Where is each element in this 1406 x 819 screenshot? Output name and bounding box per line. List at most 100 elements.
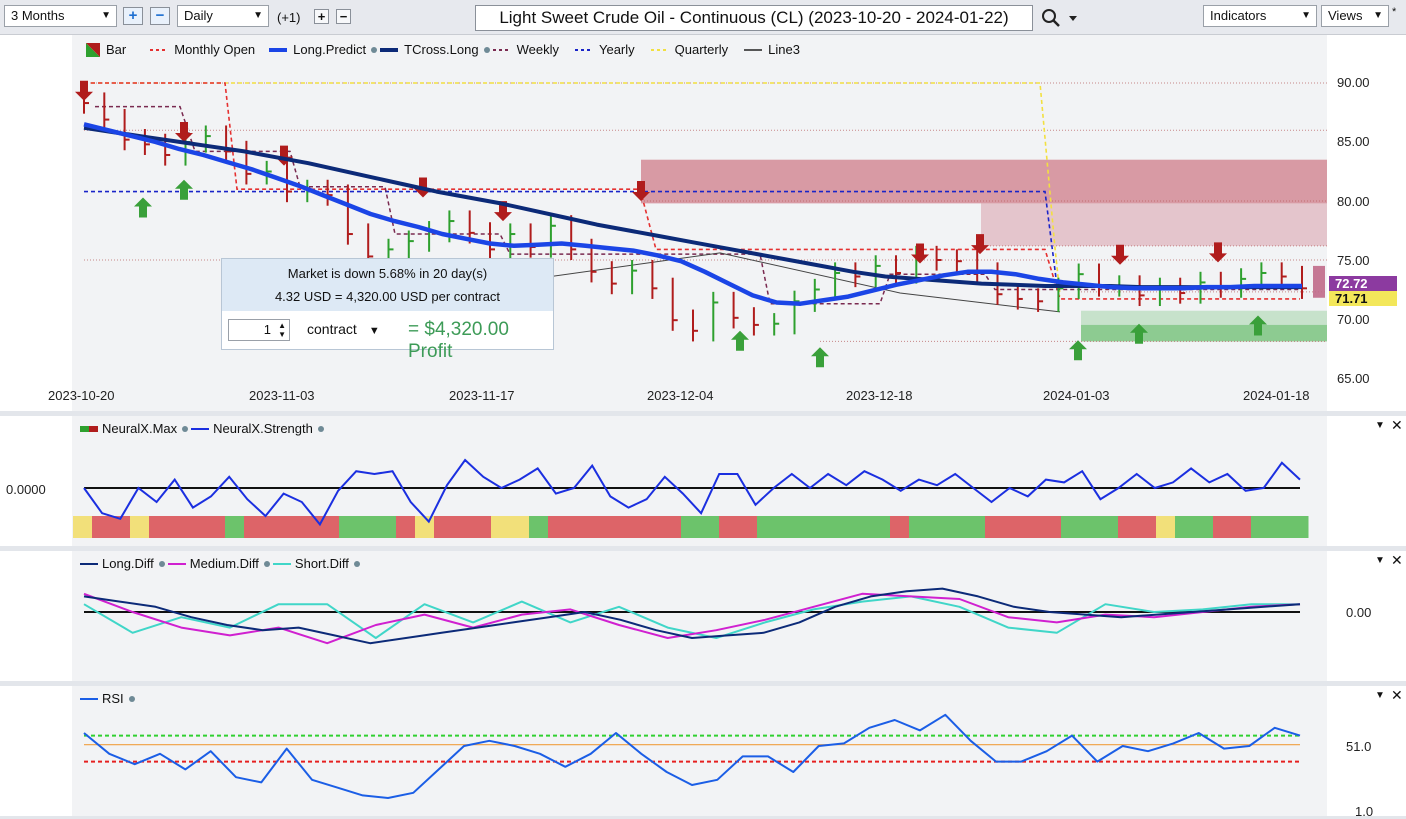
legend-label: NeuralX.Max	[102, 421, 178, 436]
legend-label: Long.Diff	[102, 556, 154, 571]
legend-label: Quarterly	[674, 42, 729, 57]
tooltip-summary: Market is down 5.68% in 20 day(s)	[287, 266, 488, 281]
search-icon[interactable]	[1040, 8, 1080, 28]
legend-label: Yearly	[598, 42, 635, 57]
legend-label: Long.Predict	[293, 42, 367, 57]
bar-legend-icon	[80, 425, 98, 432]
tooltip-calc-row: 1 ▲ ▼ contract ▼ = $4,320.00 Profit	[222, 311, 553, 362]
y-tick: 80.00	[1337, 194, 1370, 209]
x-tick: 2023-12-18	[846, 388, 913, 403]
close-icon[interactable]: ✕	[1391, 687, 1403, 703]
y-tick: 90.00	[1337, 75, 1370, 90]
x-tick: 2024-01-03	[1043, 388, 1110, 403]
close-icon[interactable]: ✕	[1391, 552, 1403, 568]
legend-swatch-icon	[150, 45, 169, 55]
price-tag-upper: 72.72	[1329, 276, 1397, 291]
views-label: Views	[1328, 8, 1363, 23]
toolbar: 3 Months ▼ + − Daily ▼ (+1) + − Light Swee…	[0, 0, 1406, 35]
chevron-down-icon: ▼	[368, 325, 380, 337]
x-tick: 2023-11-03	[249, 388, 315, 403]
legend-label: Line3	[768, 42, 800, 57]
stepper-arrows-icon[interactable]: ▲ ▼	[278, 321, 286, 339]
y-tick: 85.00	[1337, 134, 1370, 149]
legend-settings-dot[interactable]	[158, 560, 165, 567]
interval-label: Daily	[184, 8, 213, 23]
y-tick: 70.00	[1337, 312, 1370, 327]
indicators-dropdown[interactable]: Indicators ▼	[1203, 5, 1317, 27]
indicators-label: Indicators	[1210, 8, 1267, 23]
rsi-legend: RSI	[80, 691, 138, 706]
rsi-plot-frame	[72, 686, 1327, 816]
legend-settings-dot[interactable]	[483, 46, 490, 53]
legend-label: Medium.Diff	[189, 556, 259, 571]
offset-label: (+1)	[277, 10, 301, 25]
zoom-out-button[interactable]: −	[150, 7, 170, 25]
panel-menu-icon[interactable]: ▼	[1375, 555, 1385, 566]
legend-label: Monthly Open	[174, 42, 256, 57]
legend-settings-dot[interactable]	[317, 425, 324, 432]
legend-settings-dot[interactable]	[263, 560, 270, 567]
legend-settings-dot[interactable]	[182, 425, 189, 432]
y-tick: 0.00	[1346, 605, 1372, 620]
tooltip-detail: 4.32 USD = 4,320.00 USD per contract	[274, 289, 501, 304]
chevron-down-icon: ▼	[1373, 10, 1383, 21]
y-tick: 51.0	[1346, 739, 1372, 754]
x-tick: 2023-10-20	[48, 388, 115, 403]
diff-panel: 0.00 Long.Diff Medium.Diff Short.Diff ▼ …	[0, 551, 1406, 681]
chevron-down-icon: ▼	[253, 10, 263, 21]
offset-minus-button[interactable]: −	[336, 9, 351, 24]
y-tick: 1.0	[1355, 804, 1374, 819]
neuralx-legend: NeuralX.Max NeuralX.Strength	[80, 421, 327, 436]
price-plot-frame	[72, 35, 1327, 411]
profit-value: = $4,320.00 Profit	[408, 319, 509, 362]
interval-dropdown[interactable]: Daily ▼	[177, 5, 269, 27]
offset-plus-button[interactable]: +	[314, 9, 329, 24]
price-tag-lower: 71.71	[1329, 291, 1397, 306]
chevron-down-icon: ▼	[101, 10, 111, 21]
rsi-panel: 51.0 1.0 RSI ▼ ✕	[0, 686, 1406, 819]
y-tick: 65.00	[1337, 371, 1370, 386]
y-tick: 0.0000	[6, 482, 46, 497]
close-icon[interactable]: ✕	[1391, 417, 1403, 433]
legend-swatch-icon	[380, 45, 399, 55]
contract-quantity-stepper[interactable]: 1 ▲ ▼	[228, 319, 290, 341]
legend-label: NeuralX.Strength	[213, 421, 313, 436]
quantity-value: 1	[263, 322, 271, 337]
price-panel: Bar Monthly Open Long.Predict TCross.Long We…	[0, 35, 1406, 411]
x-tick: 2023-12-04	[647, 388, 714, 403]
symbol-title[interactable]: Light Sweet Crude Oil - Continuous (CL) …	[475, 5, 1033, 31]
legend-settings-dot[interactable]	[353, 560, 360, 567]
legend-swatch-icon	[574, 45, 593, 55]
legend-label: Weekly	[516, 42, 559, 57]
line-legend-icon	[272, 562, 291, 565]
zoom-in-button[interactable]: +	[123, 7, 143, 25]
unit-label: contract	[307, 321, 357, 337]
views-dropdown[interactable]: Views ▼	[1321, 5, 1389, 27]
panel-menu-icon[interactable]: ▼	[1375, 690, 1385, 701]
diff-legend: Long.Diff Medium.Diff Short.Diff	[80, 556, 363, 571]
legend-settings-dot[interactable]	[371, 46, 378, 53]
legend-settings-dot[interactable]	[128, 695, 135, 702]
line-legend-icon	[191, 427, 210, 430]
legend-label: Short.Diff	[294, 556, 349, 571]
line-legend-icon	[167, 562, 186, 565]
legend-label: Bar	[106, 42, 127, 57]
neuralx-panel: 0.0000 NeuralX.Max NeuralX.Strength ▼ ✕	[0, 416, 1406, 546]
legend-label: TCross.Long	[404, 42, 479, 57]
pin-icon[interactable]: *	[1392, 6, 1397, 18]
legend-swatch-icon	[492, 45, 511, 55]
range-label: 3 Months	[11, 8, 65, 23]
profit-tooltip: Market is down 5.68% in 20 day(s) 4.32 U…	[221, 258, 554, 362]
legend-swatch-icon	[744, 45, 763, 55]
panel-menu-icon[interactable]: ▼	[1375, 420, 1385, 431]
legend-swatch-icon	[269, 45, 288, 55]
legend-swatch-icon	[86, 42, 100, 57]
line-legend-icon	[80, 562, 98, 565]
legend-swatch-icon	[650, 45, 669, 55]
contract-unit-dropdown[interactable]: contract ▼	[307, 321, 380, 337]
line-legend-icon	[80, 697, 98, 700]
y-tick: 75.00	[1337, 253, 1370, 268]
chevron-down-icon: ▼	[1301, 10, 1311, 21]
main-legend: Bar Monthly Open Long.Predict TCross.Long We…	[86, 42, 800, 57]
range-dropdown[interactable]: 3 Months ▼	[4, 5, 117, 27]
